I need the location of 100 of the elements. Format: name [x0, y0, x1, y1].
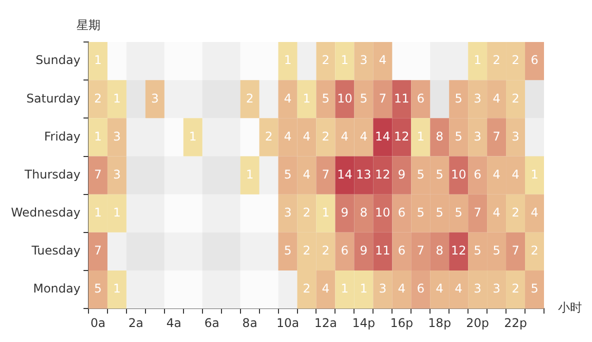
data-label: 2	[492, 53, 500, 68]
data-label: 5	[416, 167, 424, 182]
data-label: 5	[284, 244, 292, 258]
data-label: 2	[512, 53, 520, 68]
data-label: 14	[375, 129, 390, 144]
x-tick-label: 20p	[466, 316, 490, 330]
x-tick-label: 8a	[242, 316, 258, 330]
data-label: 1	[94, 129, 102, 144]
data-label: 7	[512, 244, 520, 258]
data-label: 9	[398, 167, 406, 182]
data-label: 3	[474, 91, 482, 106]
data-label: 2	[512, 91, 520, 106]
data-label: 4	[284, 129, 292, 144]
data-label: 6	[340, 244, 349, 258]
x-tick-label: 6a	[204, 316, 220, 330]
y-tick-label: Saturday	[26, 91, 80, 106]
data-label: 1	[360, 282, 368, 296]
data-label: 4	[454, 282, 462, 296]
data-label: 4	[340, 129, 349, 144]
data-label: 2	[322, 244, 330, 258]
data-label: 14	[337, 167, 352, 182]
data-label: 1	[113, 91, 121, 106]
data-label: 2	[322, 129, 330, 144]
data-label: 1	[340, 53, 349, 68]
data-label: 5	[530, 282, 538, 296]
data-label: 2	[94, 91, 102, 106]
x-axis-title: 小时	[558, 300, 582, 315]
x-tick-label: 16p	[390, 316, 414, 330]
data-label: 10	[337, 91, 352, 106]
x-tick-label: 2a	[128, 316, 144, 330]
data-label: 3	[151, 91, 159, 106]
data-label: 1	[94, 206, 102, 220]
data-label: 1	[416, 129, 424, 144]
data-label: 5	[454, 206, 462, 220]
data-label: 7	[94, 244, 102, 258]
data-label: 4	[492, 167, 500, 182]
data-label: 2	[264, 129, 273, 144]
data-label: 2	[302, 282, 311, 296]
data-label: 6	[398, 244, 406, 258]
data-label: 3	[113, 129, 121, 144]
x-tick-label: 4a	[166, 316, 182, 330]
data-label: 4	[284, 91, 292, 106]
data-label: 2	[512, 282, 520, 296]
x-tick-label: 22p	[504, 316, 527, 330]
data-label: 8	[360, 206, 368, 220]
data-label: 3	[474, 282, 482, 296]
data-label: 1	[113, 206, 121, 220]
data-label: 4	[302, 167, 311, 182]
x-tick-label: 10a	[276, 316, 300, 330]
data-label: 3	[113, 167, 121, 182]
y-tick-label: Monday	[33, 282, 80, 296]
data-label: 2	[246, 91, 254, 106]
data-label: 6	[474, 167, 482, 182]
x-tick-label: 14p	[352, 316, 376, 330]
data-label: 4	[492, 206, 500, 220]
data-label: 4	[512, 167, 520, 182]
data-label: 12	[394, 129, 410, 144]
data-label: 7	[94, 167, 102, 182]
data-label: 6	[530, 53, 538, 68]
data-label: 5	[492, 244, 500, 258]
data-label: 5	[94, 282, 102, 296]
data-label: 3	[284, 206, 292, 220]
y-tick-label: Thursday	[24, 167, 80, 182]
data-label: 3	[492, 282, 500, 296]
data-label: 10	[375, 206, 390, 220]
data-label: 7	[492, 129, 500, 144]
data-label: 5	[284, 167, 292, 182]
data-label: 1	[302, 91, 311, 106]
data-label: 5	[454, 91, 462, 106]
x-tick-label: 18p	[428, 316, 452, 330]
data-label: 5	[360, 91, 368, 106]
data-label: 4	[398, 282, 406, 296]
data-label: 3	[378, 282, 386, 296]
data-label: 6	[416, 282, 424, 296]
data-label: 2	[530, 244, 538, 258]
data-label: 3	[360, 53, 368, 68]
data-label: 1	[189, 129, 197, 144]
data-label: 5	[322, 91, 330, 106]
data-label: 11	[375, 244, 390, 258]
data-label: 7	[416, 244, 424, 258]
data-label: 8	[436, 244, 444, 258]
data-label: 5	[416, 206, 424, 220]
data-label: 5	[474, 244, 482, 258]
data-label: 3	[474, 129, 482, 144]
data-label: 9	[360, 244, 368, 258]
x-tick-label: 12a	[314, 316, 338, 330]
data-label: 12	[375, 167, 390, 182]
data-label: 2	[302, 244, 311, 258]
data-label: 13	[356, 167, 372, 182]
data-label: 11	[394, 91, 410, 106]
data-label: 7	[378, 91, 386, 106]
x-tick-label: 0a	[90, 316, 106, 330]
data-label: 1	[530, 167, 538, 182]
data-label: 4	[530, 206, 538, 220]
data-label: 4	[302, 129, 311, 144]
data-label: 7	[474, 206, 482, 220]
data-label: 2	[322, 53, 330, 68]
data-label: 12	[450, 244, 466, 258]
data-label: 1	[94, 53, 102, 68]
y-tick-label: Wednesday	[10, 206, 80, 220]
